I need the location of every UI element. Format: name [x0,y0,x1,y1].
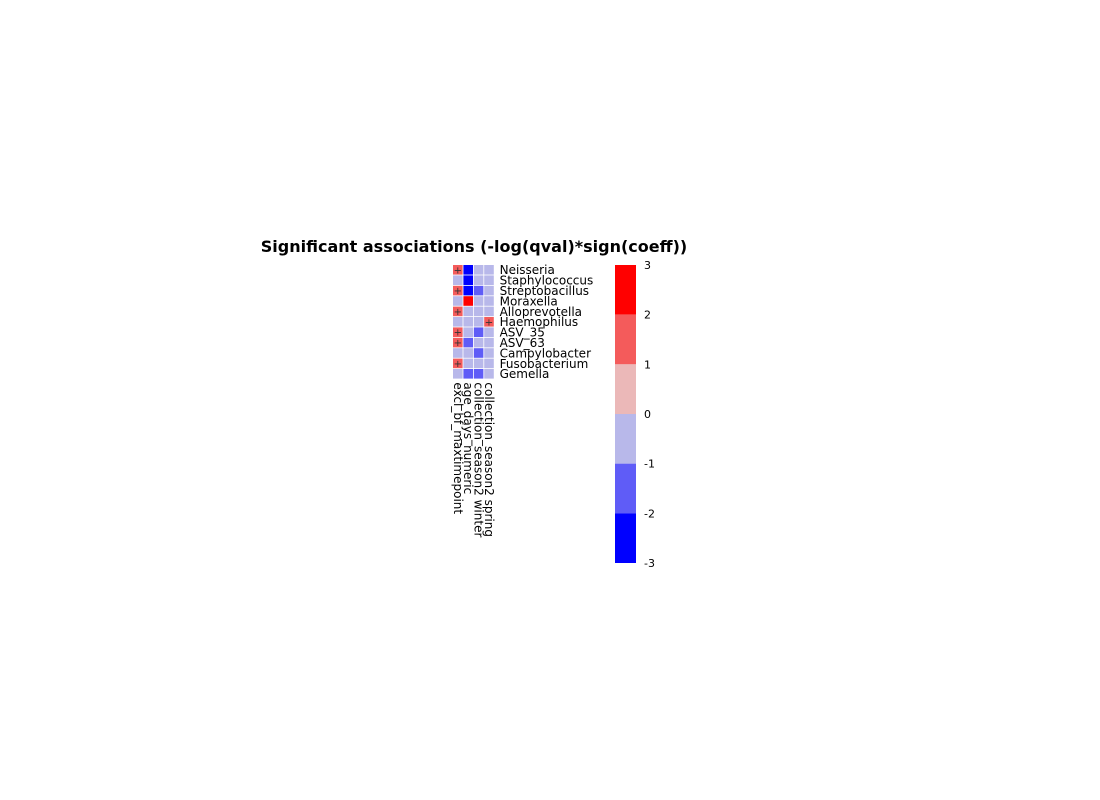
chart-title: Significant associations (-log(qval)*sig… [261,237,687,256]
column-labels: excl_bf_maxtimepointage_days_numericcoll… [451,382,496,537]
heatmap-cell [473,337,484,348]
colorbar-tick-label: 0 [644,408,651,421]
row-label: Gemella [500,367,550,381]
colorbar-bin [615,513,636,563]
colorbar-bin [615,314,636,365]
colorbar-bin [615,414,636,464]
heatmap-cell [484,337,494,348]
heatmap-cell [484,369,494,379]
colorbar-tick-label: -1 [644,458,655,471]
heatmap-cell [484,306,494,317]
heatmap-cell [473,265,484,275]
heatmap-cell [484,358,494,369]
heatmap-cell [453,337,463,348]
heatmap-cell [473,317,484,327]
row-labels: NeisseriaStaphylococcusStreptobacillusMo… [500,263,594,381]
heatmap-cell [484,327,494,337]
heatmap-cell [473,348,484,358]
heatmap-cell [473,358,484,369]
heatmap-cell [463,327,473,337]
colorbar-tick-label: -2 [644,507,655,520]
heatmap-cell [484,275,494,285]
row-label: Fusobacterium [500,357,589,371]
column-label: collection_season2 winter [472,382,486,537]
column-label: age_days_numeric [461,382,475,494]
heatmap-cell [473,306,484,317]
heatmap-cell [484,285,494,296]
heatmap-cell [473,327,484,337]
heatmap-cell [453,369,463,379]
significance-mark: + [454,359,462,370]
row-label: Staphylococcus [500,274,594,288]
colorbar-tick-label: 3 [644,259,651,272]
heatmap-cell [473,275,484,285]
heatmap-cell [463,317,473,327]
heatmap-cell [473,369,484,379]
colorbar-bin [615,463,636,514]
colorbar-bin [615,364,636,414]
significance-mark: + [454,265,462,276]
heatmap-cell [463,348,473,358]
colorbar: 3 2 1 0 -1 -2 -3 [615,259,655,570]
row-label: ASV_35 [500,326,545,340]
heatmap-cell [463,306,473,317]
heatmap-cell [453,317,463,327]
heatmap-cell [453,296,463,306]
heatmap-cell [453,265,463,275]
heatmap-cell [453,285,463,296]
heatmap-cell [484,317,494,327]
significance-mark: + [454,307,462,318]
heatmap-cell [463,369,473,379]
heatmap-cell [463,337,473,348]
heatmap-cells: +++++++ [453,265,494,379]
column-label: excl_bf_maxtimepoint [451,382,465,514]
row-label: Streptobacillus [500,284,589,298]
significance-mark: + [454,338,462,349]
heatmap-cell [453,327,463,337]
row-label: Neisseria [500,263,555,277]
row-label: Haemophilus [500,315,579,329]
heatmap-cell [463,358,473,369]
colorbar-tick-label: 1 [644,358,651,371]
heatmap-cell [473,296,484,306]
row-label: Moraxella [500,294,558,308]
heatmap-cell [463,285,473,296]
colorbar-tick-label: -3 [644,557,655,570]
heatmap-cell [484,265,494,275]
heatmap-cell [453,275,463,285]
column-label: collection_season2 spring [482,382,496,537]
heatmap-cell [463,265,473,275]
significance-mark: + [485,317,493,328]
row-label: Campylobacter [500,346,591,360]
significance-mark: + [454,286,462,297]
heatmap-cell [473,285,484,296]
heatmap-cell [463,296,473,306]
heatmap-cell [453,348,463,358]
heatmap-cell [453,358,463,369]
significance-mark: + [454,328,462,339]
heatmap-cell [484,296,494,306]
heatmap-cell [463,275,473,285]
heatmap-cell [453,306,463,317]
heatmap-cell [484,348,494,358]
colorbar-tick-label: 2 [644,309,651,322]
row-label: ASV_63 [500,336,545,350]
colorbar-bin [615,265,636,315]
row-label: Alloprevotella [500,305,582,319]
